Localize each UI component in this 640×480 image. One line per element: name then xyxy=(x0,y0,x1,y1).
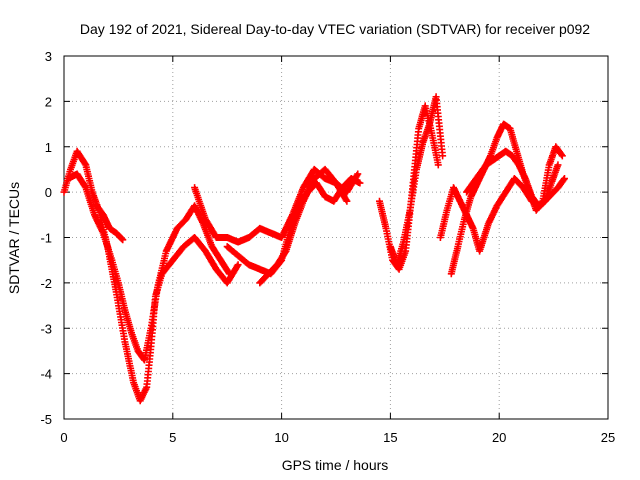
tick-marks xyxy=(63,55,609,420)
x-tick-label: 25 xyxy=(601,430,615,445)
y-tick-label: 2 xyxy=(45,94,52,109)
series-track-3 xyxy=(93,202,127,244)
plus-markers xyxy=(93,202,127,244)
y-tick-label: 0 xyxy=(45,185,52,200)
x-tick-label: 20 xyxy=(492,430,506,445)
y-tick-label: -2 xyxy=(40,276,52,291)
x-axis-label: GPS time / hours xyxy=(282,457,389,473)
data-series xyxy=(60,93,568,405)
series-track-2 xyxy=(64,170,233,364)
series-track-11 xyxy=(463,147,562,210)
y-axis-label: SDTVAR / TECUs xyxy=(6,182,22,294)
y-tick-label: -5 xyxy=(40,412,52,427)
y-tick-label: -1 xyxy=(40,231,52,246)
plus-markers xyxy=(386,93,447,269)
x-tick-label: 5 xyxy=(169,430,176,445)
y-tick-label: 3 xyxy=(45,49,52,64)
x-tick-label: 0 xyxy=(60,430,67,445)
series-track-8 xyxy=(386,93,447,269)
y-tick-label: -4 xyxy=(40,367,52,382)
plus-markers xyxy=(64,170,233,364)
grid xyxy=(64,56,608,419)
y-tick-label: 1 xyxy=(45,140,52,155)
plus-markers xyxy=(463,147,562,210)
y-tick-label: -3 xyxy=(40,321,52,336)
x-tick-label: 10 xyxy=(274,430,288,445)
x-tick-label: 15 xyxy=(383,430,397,445)
tick-labels: 0 5 10 15 20 25 -5 -4 -3 -2 -1 0 1 2 3 xyxy=(40,49,615,445)
chart-title: Day 192 of 2021, Sidereal Day-to-day VTE… xyxy=(80,21,590,37)
plus-markers xyxy=(376,102,442,273)
series-track-6 xyxy=(256,165,351,287)
series-track-7 xyxy=(376,102,442,273)
plus-markers xyxy=(256,165,351,287)
